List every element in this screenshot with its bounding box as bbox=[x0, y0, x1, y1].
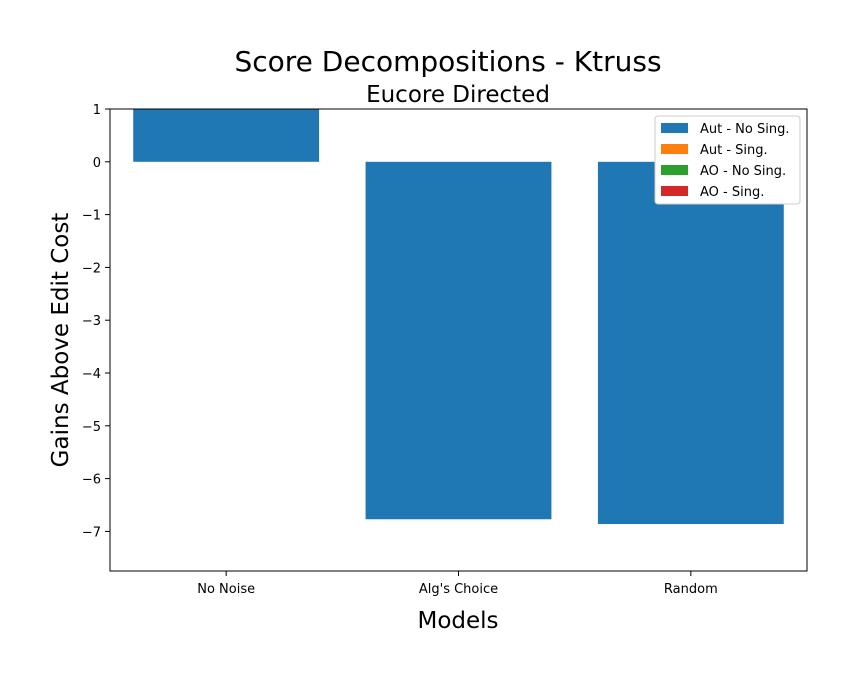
y-tick-label: −5 bbox=[82, 420, 101, 435]
legend-swatch bbox=[661, 123, 688, 133]
y-tick-label: −6 bbox=[82, 473, 101, 488]
bar-0-1 bbox=[365, 161, 552, 520]
y-tick-label: −2 bbox=[82, 261, 101, 276]
y-axis: 1 0 −1 −2 −3 −4 −5 −6 −7 bbox=[82, 103, 110, 540]
bar-0-0 bbox=[133, 109, 320, 162]
legend: Aut - No Sing. Aut - Sing. AO - No Sing. AO… bbox=[654, 115, 801, 205]
legend-swatch bbox=[661, 186, 688, 196]
y-tick-label: −1 bbox=[82, 209, 101, 224]
y-tick-label: 1 bbox=[93, 103, 101, 118]
y-axis-label: Gains Above Edit Cost bbox=[48, 213, 74, 468]
x-tick-label: Alg's Choice bbox=[419, 582, 498, 597]
legend-swatch bbox=[661, 144, 688, 154]
legend-label: Aut - Sing. bbox=[700, 143, 768, 158]
legend-label: AO - No Sing. bbox=[700, 164, 786, 179]
x-tick-label: No Noise bbox=[197, 582, 255, 597]
y-tick-label: −4 bbox=[82, 367, 101, 382]
x-axis-label: Models bbox=[417, 608, 498, 634]
chart-subtitle: Eucore Directed bbox=[366, 82, 550, 108]
bar-0-2 bbox=[597, 161, 784, 525]
legend-box bbox=[654, 115, 801, 205]
x-axis: No Noise Alg's Choice Random bbox=[197, 571, 718, 597]
legend-swatch bbox=[661, 165, 688, 175]
x-tick-label: Random bbox=[664, 582, 718, 597]
legend-label: AO - Sing. bbox=[700, 185, 764, 200]
bars-layer bbox=[133, 109, 784, 525]
y-tick-label: 0 bbox=[93, 156, 101, 171]
chart-title: Score Decompositions - Ktruss bbox=[234, 45, 661, 78]
y-tick-label: −7 bbox=[82, 525, 101, 540]
y-tick-label: −3 bbox=[82, 314, 101, 329]
legend-label: Aut - No Sing. bbox=[700, 122, 789, 137]
